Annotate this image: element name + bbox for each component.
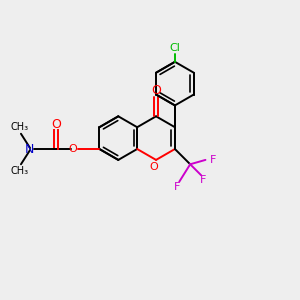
Text: Cl: Cl [169, 43, 180, 53]
Text: O: O [51, 118, 61, 131]
Text: O: O [150, 162, 158, 172]
Text: F: F [200, 175, 206, 185]
Text: F: F [174, 182, 181, 192]
Text: O: O [68, 144, 77, 154]
Text: O: O [151, 84, 161, 97]
Text: CH₃: CH₃ [11, 122, 29, 132]
Text: N: N [24, 142, 34, 155]
Text: F: F [210, 155, 217, 165]
Text: CH₃: CH₃ [11, 166, 29, 176]
